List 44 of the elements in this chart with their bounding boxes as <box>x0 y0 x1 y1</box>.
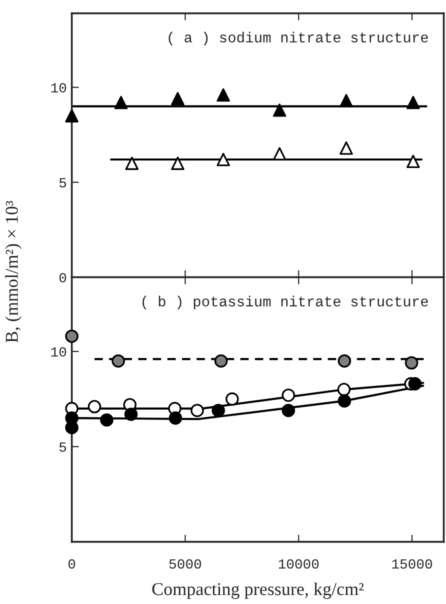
point <box>337 382 351 396</box>
point <box>114 96 128 110</box>
y-tick-label: 10 <box>51 83 66 93</box>
y-tick-label: 5 <box>59 442 66 452</box>
y-axis-title: B, (mmol/m²) × 10³ <box>5 200 22 342</box>
text: ( b ) potassium nitrate structure <box>142 296 428 310</box>
point <box>125 156 139 170</box>
point <box>216 152 230 166</box>
point <box>338 354 352 368</box>
point <box>190 404 204 418</box>
point <box>340 141 353 155</box>
text: ( a ) sodium nitrate structure <box>168 32 428 46</box>
point <box>65 109 78 122</box>
point <box>88 400 102 414</box>
x-tick-label: 5000 <box>169 559 202 569</box>
point <box>171 92 184 106</box>
point <box>212 404 225 418</box>
point <box>171 156 184 170</box>
point <box>282 388 296 402</box>
x-tick-label: 10000 <box>278 559 319 569</box>
point <box>340 94 353 108</box>
point <box>112 354 125 368</box>
y-tick-label: 10 <box>51 347 66 357</box>
point <box>168 411 182 425</box>
point <box>124 408 138 421</box>
x-axis-title: Compacting pressure, kg/cm² <box>152 582 364 599</box>
y-tick-label: 5 <box>59 178 66 188</box>
point <box>65 420 78 434</box>
x-tick-label: 0 <box>68 559 76 569</box>
y-tick-label: 0 <box>59 272 66 282</box>
point <box>216 88 230 102</box>
point <box>272 147 286 160</box>
point <box>282 404 296 418</box>
point <box>406 154 420 168</box>
point <box>272 103 286 117</box>
point <box>65 330 78 343</box>
point <box>214 354 228 368</box>
point <box>100 413 114 427</box>
point <box>226 392 239 406</box>
point <box>406 96 420 110</box>
x-tick-label: 15000 <box>392 559 432 569</box>
point <box>408 377 422 390</box>
point <box>338 394 352 408</box>
point <box>404 356 418 370</box>
